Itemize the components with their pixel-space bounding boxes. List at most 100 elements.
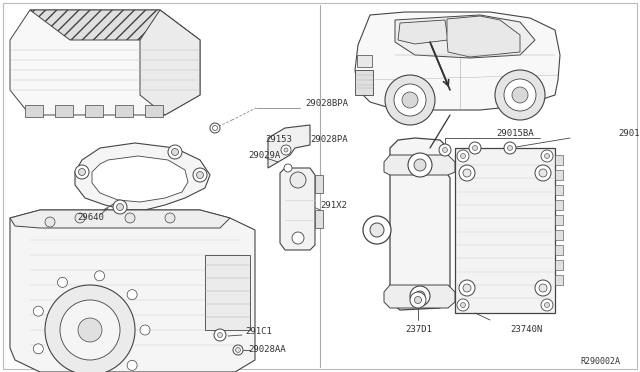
Circle shape [75,165,89,179]
Circle shape [79,169,86,176]
Polygon shape [75,143,210,210]
Circle shape [512,87,528,103]
Bar [555,245,563,255]
Circle shape [415,296,422,304]
Polygon shape [384,285,455,308]
Bar [555,155,563,165]
Circle shape [539,169,547,177]
Text: 291C1: 291C1 [245,327,272,337]
Bar [145,105,163,117]
Circle shape [459,165,475,181]
Bar [55,105,73,117]
Circle shape [363,216,391,244]
Polygon shape [384,155,455,175]
Circle shape [414,159,426,171]
Circle shape [281,145,291,155]
Polygon shape [30,10,200,40]
Circle shape [463,169,471,177]
Bar [115,105,133,117]
Circle shape [284,148,288,152]
Polygon shape [447,16,520,57]
Circle shape [95,271,104,281]
Circle shape [78,318,102,342]
Polygon shape [268,125,310,168]
Text: 29015BA: 29015BA [496,128,534,138]
Circle shape [193,168,207,182]
Text: R290002A: R290002A [580,357,620,366]
Circle shape [461,154,465,158]
Polygon shape [355,12,560,110]
Circle shape [541,150,553,162]
Bar [555,170,563,180]
Circle shape [196,171,204,179]
Circle shape [408,153,432,177]
Circle shape [535,165,551,181]
Circle shape [508,145,513,151]
Circle shape [233,345,243,355]
Polygon shape [390,138,450,310]
Circle shape [504,79,536,111]
Bar [555,185,563,195]
Circle shape [33,344,44,354]
Circle shape [545,154,550,158]
Circle shape [236,347,241,353]
Polygon shape [10,10,200,115]
Bar [355,70,373,95]
Text: 237D1: 237D1 [405,326,432,334]
Polygon shape [398,20,448,44]
Polygon shape [395,15,535,58]
Text: 29029A: 29029A [248,151,280,160]
Circle shape [127,360,137,371]
Circle shape [535,280,551,296]
Circle shape [410,292,426,308]
Circle shape [292,232,304,244]
Circle shape [75,213,85,223]
Circle shape [385,75,435,125]
Bar [555,200,563,210]
Bar [555,260,563,270]
Text: 291X2: 291X2 [320,201,347,209]
Circle shape [127,290,137,300]
Circle shape [541,299,553,311]
Text: 23740N: 23740N [510,326,542,334]
Circle shape [45,217,55,227]
Circle shape [463,284,471,292]
Circle shape [45,285,135,372]
Circle shape [33,306,44,316]
Polygon shape [280,168,315,250]
Circle shape [415,291,425,301]
Circle shape [457,299,469,311]
Text: 29015B: 29015B [618,128,640,138]
Bar [205,255,250,330]
Circle shape [469,142,481,154]
Circle shape [60,300,120,360]
Bar [85,105,103,117]
Circle shape [116,203,124,211]
Circle shape [212,125,218,131]
Circle shape [461,302,465,308]
Bar [315,175,323,193]
Polygon shape [10,210,255,372]
Circle shape [457,150,469,162]
Circle shape [140,325,150,335]
Circle shape [172,148,179,155]
Polygon shape [10,210,230,228]
Circle shape [545,302,550,308]
Bar [555,215,563,225]
Circle shape [459,280,475,296]
Circle shape [410,286,430,306]
Circle shape [290,172,306,188]
Circle shape [472,145,477,151]
Circle shape [504,142,516,154]
Circle shape [442,148,447,153]
Text: 29028AA: 29028AA [248,346,285,355]
Circle shape [218,333,223,337]
Bar [455,148,555,313]
Polygon shape [140,10,200,115]
Bar [555,230,563,240]
Bar [555,275,563,285]
Circle shape [495,70,545,120]
Circle shape [210,123,220,133]
Bar [25,105,43,117]
Circle shape [439,144,451,156]
